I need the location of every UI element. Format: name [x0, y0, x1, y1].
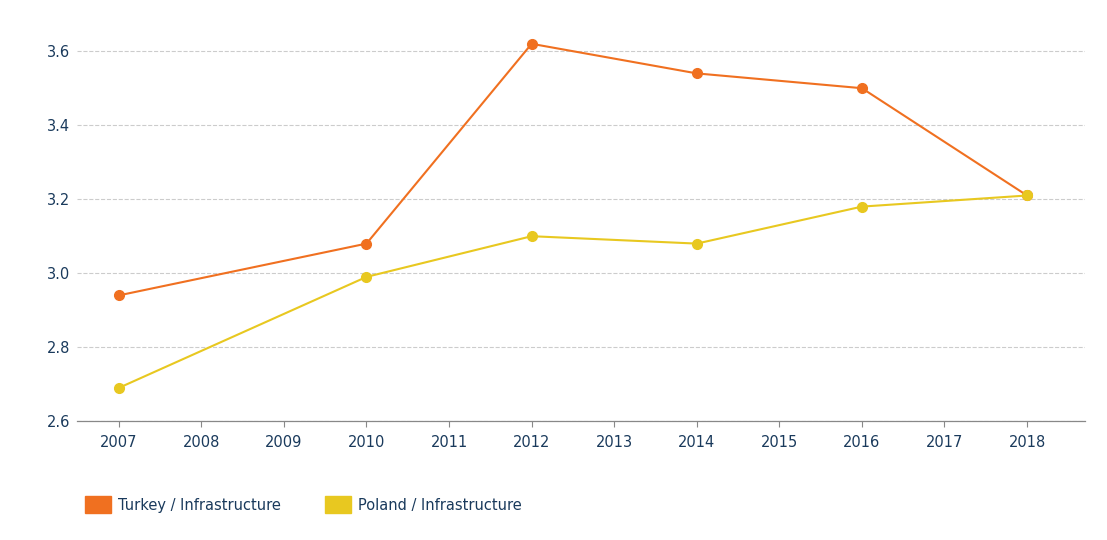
Poland / Infrastructure: [1021, 192, 1034, 199]
Poland / Infrastructure: [856, 204, 869, 210]
Line: Poland / Infrastructure: Poland / Infrastructure: [114, 191, 1032, 393]
Turkey / Infrastructure: [1021, 192, 1034, 199]
Turkey / Infrastructure: [856, 85, 869, 91]
Turkey / Infrastructure: [690, 70, 703, 77]
Turkey / Infrastructure: [112, 292, 125, 299]
Poland / Infrastructure: [525, 233, 538, 239]
Poland / Infrastructure: [112, 384, 125, 391]
Poland / Infrastructure: [690, 240, 703, 247]
Poland / Infrastructure: [360, 274, 373, 280]
Turkey / Infrastructure: [360, 240, 373, 247]
Turkey / Infrastructure: [525, 40, 538, 47]
Legend: Turkey / Infrastructure, Poland / Infrastructure: Turkey / Infrastructure, Poland / Infras…: [85, 496, 523, 513]
Line: Turkey / Infrastructure: Turkey / Infrastructure: [114, 39, 1032, 300]
